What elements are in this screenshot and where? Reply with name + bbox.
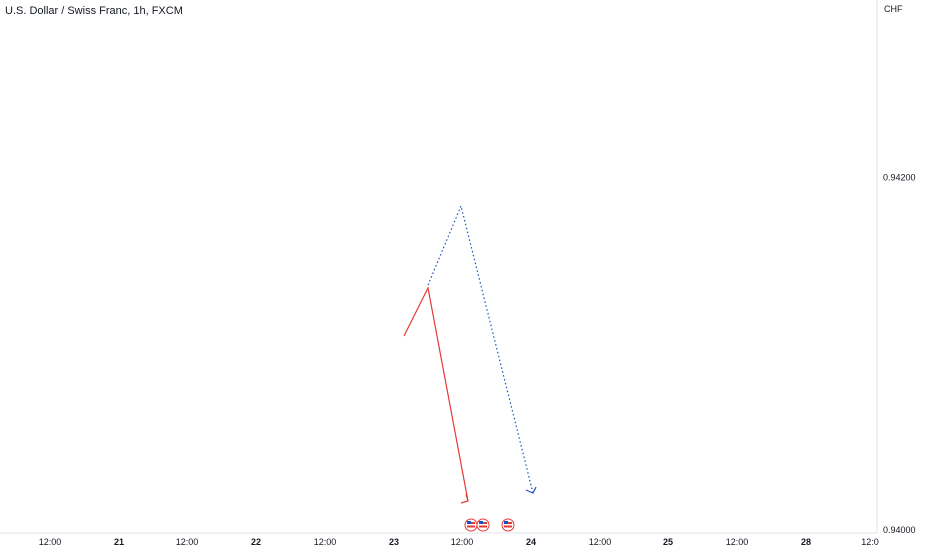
x-tick-label: 12:00 (176, 537, 199, 547)
x-tick-label: 12:00 (726, 537, 749, 547)
x-tick-label: 12:00 (314, 537, 337, 547)
x-tick-label: 28 (801, 537, 811, 547)
x-tick-label: 22 (251, 537, 261, 547)
x-tick-label: 12:0 (861, 537, 879, 547)
bearish-projection-path[interactable] (403, 286, 469, 502)
alternate-projection-path[interactable] (427, 204, 534, 494)
arrowhead-icon (460, 493, 469, 504)
event-flag-icon[interactable] (476, 518, 490, 532)
x-tick-label: 21 (114, 537, 124, 547)
x-tick-label: 12:00 (39, 537, 62, 547)
x-tick-label: 23 (389, 537, 399, 547)
event-flag-icon[interactable] (464, 518, 478, 532)
y-tick-label: 0.94000 (883, 525, 916, 535)
event-flag-icon[interactable] (501, 518, 515, 532)
currency-label: CHF (884, 4, 903, 14)
y-tick-label: 0.94200 (883, 173, 916, 183)
x-tick-label: 25 (663, 537, 673, 547)
x-tick-label: 24 (526, 537, 536, 547)
chart-title: U.S. Dollar / Swiss Franc, 1h, FXCM (5, 5, 183, 17)
arrowhead-icon (525, 486, 537, 494)
x-tick-label: 12:00 (589, 537, 612, 547)
x-tick-label: 12:00 (451, 537, 474, 547)
